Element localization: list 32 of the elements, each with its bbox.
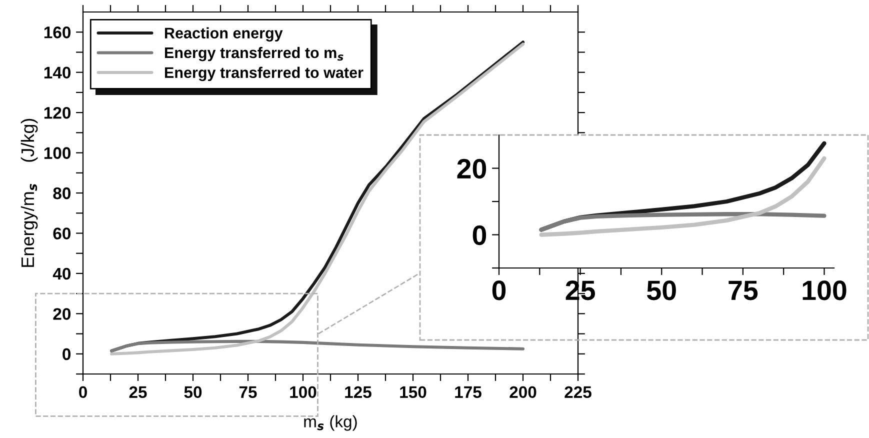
y-tick-label: 20 <box>457 158 486 179</box>
x-tick-label: 75 <box>239 386 257 398</box>
x-tick-label: 50 <box>647 280 676 300</box>
y-tick-label: 160 <box>44 26 71 38</box>
x-tick-label: 50 <box>184 386 202 398</box>
x-tick-label: 25 <box>129 386 147 398</box>
x-tick-label: 100 <box>802 280 846 300</box>
x-tick-label: 200 <box>510 386 536 398</box>
x-tick-label: 0 <box>492 280 506 300</box>
x-axis-title: m$_{s}$ (kg) <box>304 415 357 431</box>
x-tick-label: 175 <box>455 386 482 398</box>
legend-label: Reaction energy <box>164 27 283 42</box>
legend-label: Energy transferred to m$_{s}$ <box>164 46 344 62</box>
y-tick-label: 20 <box>53 308 71 320</box>
line-series <box>110 340 525 352</box>
line-series <box>539 156 826 237</box>
y-tick-label: 120 <box>44 106 71 119</box>
y-tick-label: 80 <box>53 187 71 200</box>
x-tick-label: 125 <box>345 386 372 398</box>
x-tick-label: 0 <box>79 386 87 398</box>
line-series <box>539 212 826 232</box>
y-tick-label: 0 <box>62 348 71 360</box>
y-tick-label: 100 <box>44 147 71 159</box>
x-tick-label: 100 <box>290 386 316 398</box>
y-tick-label: 60 <box>53 228 71 240</box>
x-tick-label: 225 <box>564 386 592 398</box>
x-tick-label: 150 <box>400 386 426 398</box>
y-tick-label: 40 <box>52 268 71 280</box>
y-tick-label: 140 <box>44 66 71 79</box>
x-tick-label: 75 <box>728 280 758 300</box>
text: Energy/m$_{s}$ (J/kg) <box>20 118 38 267</box>
legend-label: Energy transferred to water <box>164 66 364 82</box>
